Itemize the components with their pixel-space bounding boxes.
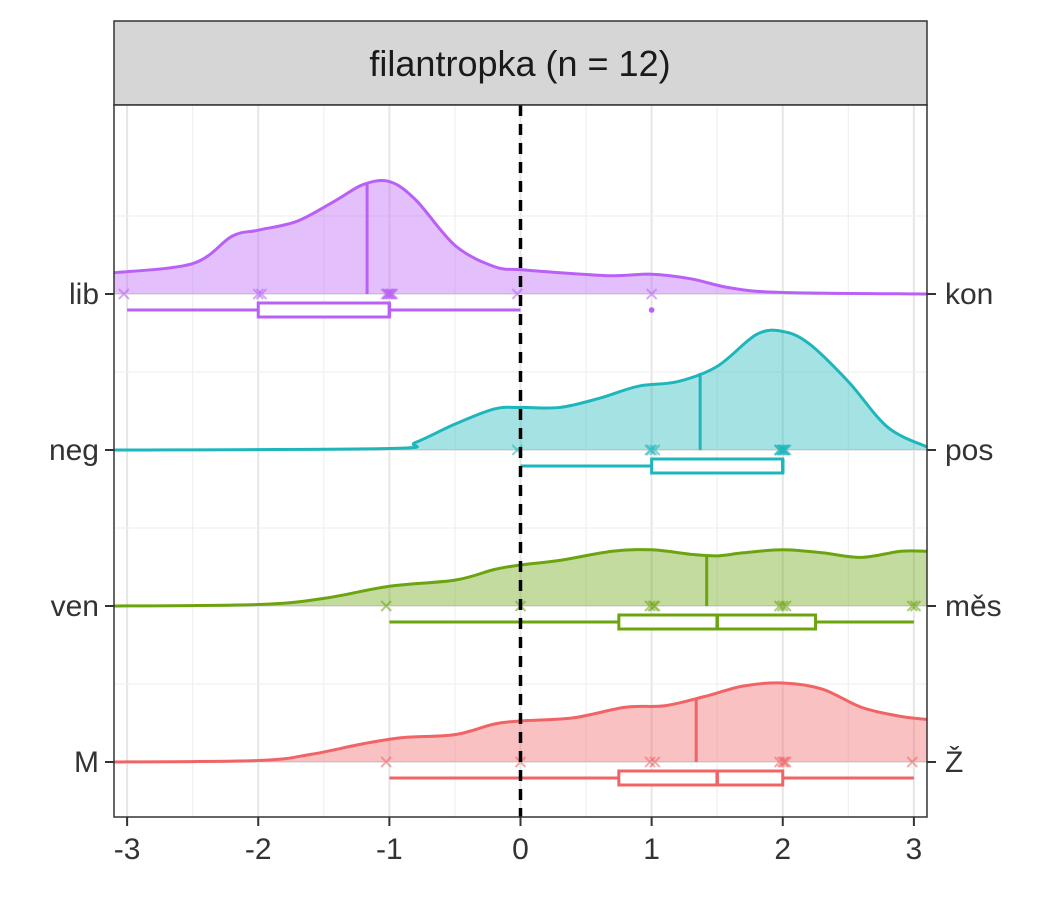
data-point [777, 756, 789, 768]
series-layer [113, 178, 928, 787]
series-ven [113, 548, 928, 631]
data-point [909, 600, 922, 612]
point-stroke [775, 444, 787, 456]
point-stroke [777, 444, 789, 456]
data-point [649, 444, 661, 456]
density-area [114, 330, 927, 450]
point-stroke [906, 756, 918, 768]
point-stroke [380, 756, 392, 768]
data-point [383, 288, 396, 300]
x-tick-label: -3 [114, 833, 141, 866]
y-label-right: pos [945, 434, 993, 467]
chart-title: filantropka (n = 12) [369, 43, 670, 84]
strip-background [113, 20, 928, 106]
point-stroke [385, 288, 397, 300]
data-point [385, 288, 397, 300]
data-point [645, 444, 658, 456]
box-outlier [648, 307, 655, 313]
y-label-right: Ž [945, 746, 963, 779]
data-point [780, 600, 792, 612]
y-label-left: M [74, 746, 99, 779]
point-stroke [777, 600, 789, 612]
y-label-left: lib [69, 278, 99, 311]
point-stroke [645, 444, 658, 456]
point-stroke [252, 288, 264, 300]
y-label-left: ven [51, 590, 99, 623]
point-stroke [780, 756, 792, 768]
data-point [255, 288, 268, 300]
point-stroke [647, 600, 659, 612]
density-area [114, 549, 927, 606]
density-line [113, 178, 928, 296]
data-point [778, 756, 791, 768]
box-iqr [256, 301, 391, 319]
point-stroke [649, 756, 661, 768]
data-point [647, 600, 659, 612]
point-stroke [909, 600, 922, 612]
x-tick-label: 1 [643, 833, 660, 866]
box-iqr [617, 769, 785, 787]
point-stroke [511, 444, 524, 456]
data-point [386, 288, 399, 300]
series-lib [113, 178, 928, 319]
point-stroke [380, 600, 392, 612]
data-point [906, 756, 918, 768]
point-stroke [778, 444, 791, 456]
data-point [649, 756, 661, 768]
data-point [775, 444, 787, 456]
x-tick-label: 2 [774, 833, 791, 866]
point-stroke [255, 288, 268, 300]
point-stroke [386, 288, 399, 300]
point-stroke [382, 288, 394, 300]
point-stroke [649, 444, 661, 456]
data-point [644, 756, 656, 768]
x-tick-label: 3 [906, 833, 923, 866]
data-point [778, 444, 791, 456]
data-point [906, 600, 918, 612]
density-line [113, 681, 928, 764]
data-point [777, 600, 789, 612]
data-point [780, 756, 792, 768]
data-point [644, 444, 656, 456]
x-tick-label: -2 [245, 833, 272, 866]
x-tick-label: -1 [376, 833, 403, 866]
data-point [645, 288, 658, 300]
y-label-right: kon [945, 278, 993, 311]
point-stroke [383, 288, 396, 300]
data-point [644, 600, 656, 612]
point-stroke [906, 600, 918, 612]
density-area [114, 180, 927, 294]
y-label-right: měs [945, 590, 1002, 623]
data-point [380, 600, 392, 612]
data-point [118, 288, 130, 300]
data-point [649, 600, 661, 612]
point-stroke [780, 600, 792, 612]
point-stroke [644, 444, 656, 456]
density-line [113, 548, 928, 608]
data-point [777, 444, 789, 456]
axis-layer: -3 -2 -1 0 1 2 3 lib kon neg pos ven měs M Ž [49, 278, 1002, 866]
point-stroke [777, 756, 789, 768]
box-iqr [650, 457, 785, 475]
series-neg [113, 328, 928, 475]
y-label-left: neg [49, 434, 99, 467]
data-point [252, 288, 264, 300]
density-line [113, 328, 928, 452]
point-stroke [773, 444, 786, 456]
point-stroke [645, 288, 658, 300]
data-point [773, 444, 786, 456]
point-stroke [511, 288, 524, 300]
point-stroke [118, 288, 130, 300]
point-stroke [649, 600, 661, 612]
point-stroke [644, 600, 656, 612]
data-point [382, 288, 394, 300]
point-stroke [778, 756, 791, 768]
x-tick-label: 0 [512, 833, 529, 866]
data-point [380, 756, 392, 768]
point-stroke [644, 756, 656, 768]
